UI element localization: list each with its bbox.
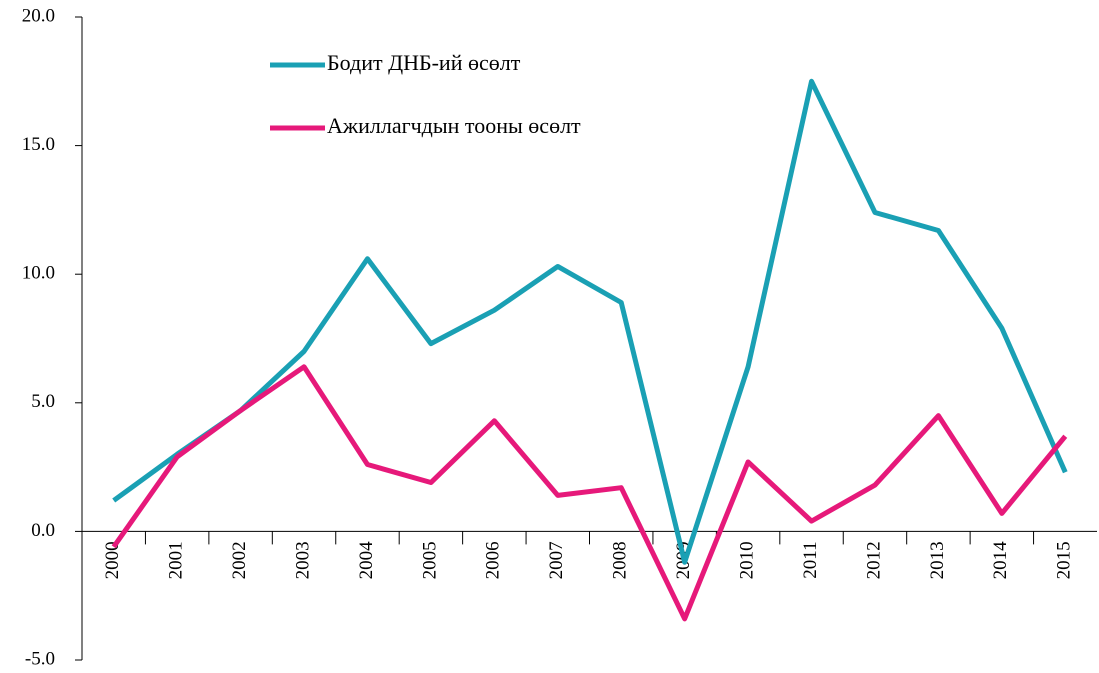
- y-tick-label: -5.0: [25, 648, 55, 669]
- line-series: [111, 364, 1068, 622]
- x-tick-label: 2013: [927, 541, 948, 579]
- line-series: [112, 78, 1068, 565]
- x-tick-label: 2015: [1054, 541, 1075, 579]
- x-tick-label: 2004: [356, 541, 377, 580]
- y-tick-label: 5.0: [31, 391, 55, 412]
- x-tick-label: 2010: [736, 541, 757, 579]
- x-tick-label: 2005: [419, 541, 440, 579]
- x-tick-label: 2001: [166, 541, 187, 579]
- y-tick-label: 15.0: [22, 134, 55, 155]
- x-tick-label: 2008: [610, 541, 631, 579]
- x-tick-label: 2014: [990, 541, 1011, 580]
- y-tick-label: 10.0: [22, 263, 55, 284]
- x-tick-label: 2012: [863, 541, 884, 579]
- legend-label: Ажиллагчдын тооны өсөлт: [327, 113, 581, 138]
- y-tick-label: 20.0: [22, 5, 55, 26]
- legend-label: Бодит ДНБ-ий өсөлт: [327, 50, 521, 75]
- x-tick-label: 2006: [483, 541, 504, 579]
- x-tick-label: 2002: [229, 541, 250, 579]
- x-tick-label: 2003: [292, 541, 313, 579]
- x-tick-label: 2007: [546, 541, 567, 579]
- y-tick-label: 0.0: [31, 520, 55, 541]
- x-tick-label: 2000: [102, 541, 123, 579]
- x-tick-label: 2011: [800, 541, 821, 578]
